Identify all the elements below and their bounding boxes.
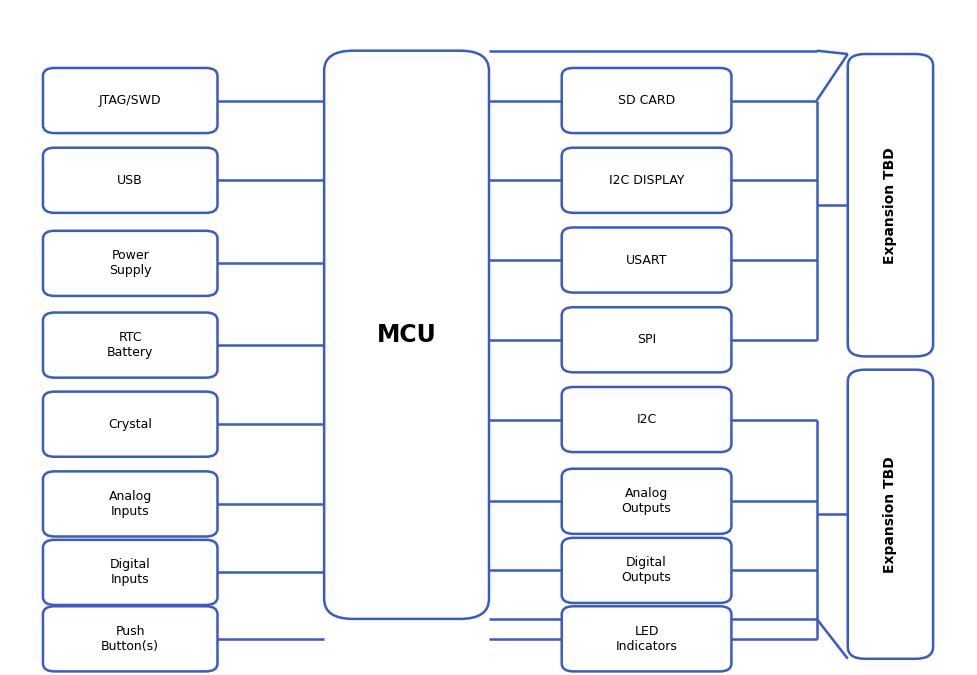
FancyBboxPatch shape — [847, 54, 932, 356]
Text: Digital
Outputs: Digital Outputs — [621, 556, 671, 585]
FancyBboxPatch shape — [561, 148, 731, 213]
FancyBboxPatch shape — [43, 606, 217, 672]
Text: Power
Supply: Power Supply — [108, 249, 151, 277]
FancyBboxPatch shape — [561, 307, 731, 373]
Text: Expansion TBD: Expansion TBD — [882, 147, 897, 263]
FancyBboxPatch shape — [561, 68, 731, 133]
FancyBboxPatch shape — [43, 313, 217, 378]
Text: SPI: SPI — [636, 333, 656, 346]
FancyBboxPatch shape — [43, 392, 217, 457]
Text: Analog
Outputs: Analog Outputs — [621, 487, 671, 515]
FancyBboxPatch shape — [323, 51, 488, 619]
FancyBboxPatch shape — [43, 231, 217, 296]
Text: I2C DISPLAY: I2C DISPLAY — [609, 173, 684, 187]
FancyBboxPatch shape — [561, 468, 731, 534]
Text: USB: USB — [117, 173, 143, 187]
FancyBboxPatch shape — [43, 148, 217, 213]
Text: USART: USART — [625, 254, 666, 267]
Text: I2C: I2C — [636, 413, 656, 426]
FancyBboxPatch shape — [43, 471, 217, 537]
Text: JTAG/SWD: JTAG/SWD — [99, 94, 161, 107]
Text: SD CARD: SD CARD — [617, 94, 674, 107]
Text: Analog
Inputs: Analog Inputs — [108, 490, 151, 518]
Text: Crystal: Crystal — [108, 418, 152, 431]
Text: Push
Button(s): Push Button(s) — [102, 625, 159, 653]
FancyBboxPatch shape — [43, 540, 217, 605]
Text: Expansion TBD: Expansion TBD — [882, 456, 897, 572]
FancyBboxPatch shape — [561, 387, 731, 452]
FancyBboxPatch shape — [561, 538, 731, 603]
FancyBboxPatch shape — [561, 227, 731, 292]
FancyBboxPatch shape — [561, 606, 731, 672]
Text: LED
Indicators: LED Indicators — [615, 625, 677, 653]
Text: MCU: MCU — [376, 323, 436, 347]
Text: Digital
Inputs: Digital Inputs — [109, 558, 150, 587]
FancyBboxPatch shape — [847, 370, 932, 659]
Text: RTC
Battery: RTC Battery — [106, 331, 153, 359]
FancyBboxPatch shape — [43, 68, 217, 133]
